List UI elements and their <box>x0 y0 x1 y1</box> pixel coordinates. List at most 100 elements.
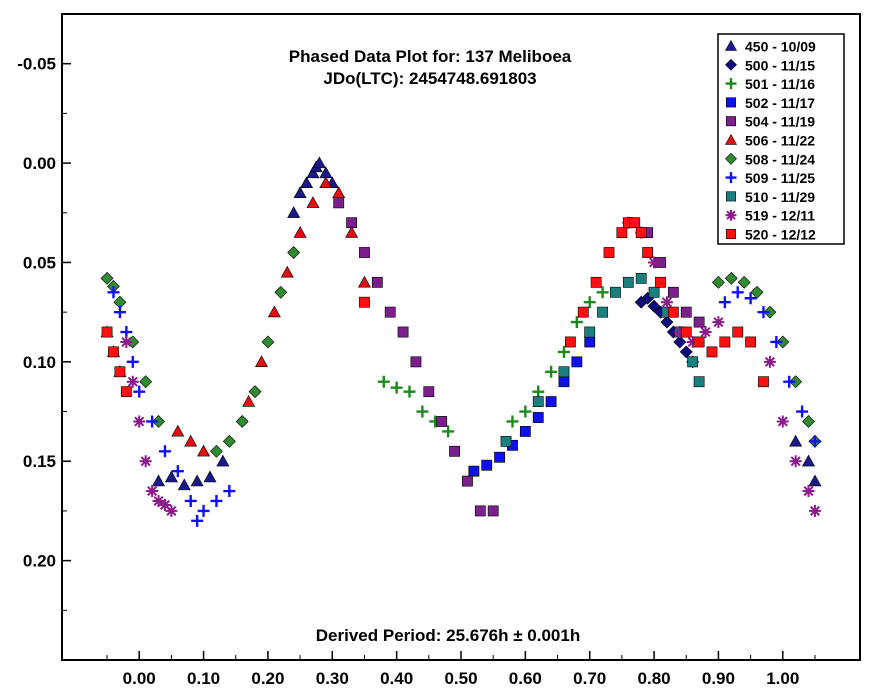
series-3 <box>468 336 596 477</box>
legend-entry: 510 - 11/29 <box>745 189 815 205</box>
data-point <box>719 336 731 348</box>
data-point <box>197 504 210 517</box>
data-point <box>693 316 705 328</box>
data-point <box>744 292 757 305</box>
data-point <box>191 514 204 527</box>
data-point <box>152 494 165 507</box>
x-tick-label: 0.90 <box>702 669 735 688</box>
y-tick-label: 0.15 <box>23 452 56 471</box>
data-point <box>680 326 692 338</box>
legend-marker <box>725 209 737 221</box>
data-point <box>390 381 403 394</box>
data-point <box>306 166 320 179</box>
data-point <box>494 451 506 463</box>
data-point <box>808 474 822 487</box>
data-point <box>332 186 346 198</box>
x-tick-label: 0.70 <box>573 669 606 688</box>
data-point <box>660 296 673 309</box>
y-tick-label: 0.20 <box>23 552 56 571</box>
data-point <box>113 306 126 319</box>
data-point <box>377 375 390 388</box>
data-point <box>267 305 281 318</box>
legend-marker <box>726 116 736 127</box>
data-point <box>583 296 596 309</box>
x-tick-label: 0.60 <box>509 669 542 688</box>
data-point <box>545 396 557 407</box>
data-point <box>603 247 615 258</box>
data-point <box>222 434 236 448</box>
data-point <box>165 504 178 517</box>
data-point <box>680 306 692 318</box>
data-point <box>139 375 153 389</box>
data-point <box>152 474 166 487</box>
data-point <box>642 247 654 258</box>
legend-entry: 509 - 11/25 <box>745 170 815 186</box>
series-2 <box>377 286 609 438</box>
data-point <box>210 444 223 458</box>
x-tick-label: 0.20 <box>251 669 284 688</box>
data-point <box>584 326 596 338</box>
x-tick-label: 0.10 <box>187 669 220 688</box>
data-point <box>474 505 486 517</box>
legend-entry: 502 - 11/17 <box>745 95 815 111</box>
data-point <box>712 316 725 329</box>
data-point <box>558 366 570 378</box>
data-point <box>184 434 198 447</box>
data-point <box>242 394 256 407</box>
data-point <box>190 474 204 487</box>
data-point <box>416 405 429 418</box>
data-point <box>468 465 480 477</box>
data-point <box>442 425 455 438</box>
data-point <box>101 326 113 338</box>
chart-title: Phased Data Plot for: 137 Meliboea <box>289 47 572 66</box>
data-point <box>519 405 532 418</box>
x-tick-label: 0.30 <box>316 669 349 688</box>
data-point <box>590 276 602 288</box>
data-point <box>679 345 693 359</box>
legend-entry: 520 - 12/12 <box>745 227 816 243</box>
data-point <box>235 415 249 428</box>
legend-marker <box>725 78 737 90</box>
data-point <box>203 470 217 483</box>
data-point <box>197 444 211 457</box>
data-point <box>274 285 288 299</box>
data-point <box>660 315 674 329</box>
data-point <box>706 346 718 358</box>
data-point <box>732 326 744 338</box>
legend-marker <box>724 133 738 145</box>
data-point <box>622 276 634 288</box>
data-point <box>667 286 679 298</box>
series-4 <box>333 197 705 517</box>
legend: 450 - 10/09 500 - 11/15 501 - 11/16 502 - 1… <box>717 33 845 245</box>
data-point <box>171 465 184 478</box>
legend-entry: 450 - 10/09 <box>745 39 816 55</box>
data-point <box>763 305 777 319</box>
series-0 <box>152 156 822 491</box>
legend-marker <box>726 229 736 239</box>
legend-marker <box>725 152 737 165</box>
data-point <box>802 454 816 467</box>
data-point <box>686 335 699 348</box>
data-point <box>557 345 570 358</box>
data-point <box>635 227 647 239</box>
legend-marker <box>725 172 737 184</box>
legend-marker <box>724 39 738 51</box>
data-point <box>757 306 770 319</box>
data-point <box>789 434 803 447</box>
data-point <box>312 156 326 169</box>
data-point <box>532 385 545 398</box>
data-point <box>120 386 132 398</box>
data-point <box>114 366 126 378</box>
data-point <box>384 306 396 318</box>
legend-entry: 504 - 11/19 <box>745 114 815 130</box>
axes: 0.00 0.10 0.20 0.30 0.40 0.50 0.60 0.70 0.80 0.90… <box>17 55 816 688</box>
data-point <box>808 435 821 448</box>
series-10 <box>101 217 769 398</box>
y-tick-label: 0.05 <box>23 253 56 272</box>
legend-entry: 506 - 11/22 <box>745 133 815 149</box>
data-point <box>184 494 197 507</box>
data-point <box>436 416 448 427</box>
data-point <box>570 316 583 329</box>
legend-marker <box>725 58 737 71</box>
data-point <box>655 276 666 288</box>
